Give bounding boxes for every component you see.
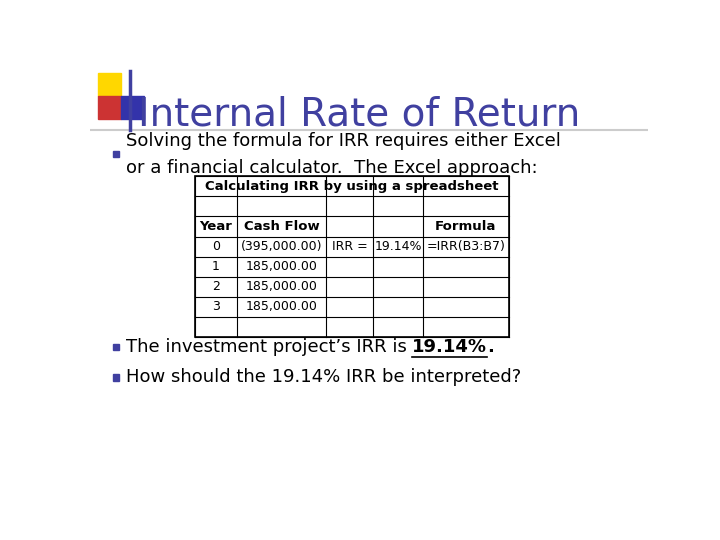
Text: Solving the formula for IRR requires either Excel
or a financial calculator.  Th: Solving the formula for IRR requires eit… [126, 132, 561, 177]
Text: 0: 0 [212, 240, 220, 253]
Bar [98, 72, 121, 96]
Text: (395,000.00): (395,000.00) [241, 240, 323, 253]
Text: 19.14%: 19.14% [413, 338, 487, 356]
Text: Calculating IRR by using a spreadsheet: Calculating IRR by using a spreadsheet [204, 180, 498, 193]
Text: Year: Year [199, 220, 233, 233]
Bar [98, 96, 121, 119]
Text: How should the 19.14% IRR be interpreted?: How should the 19.14% IRR be interpreted… [126, 368, 521, 387]
Text: IRR =: IRR = [332, 240, 367, 253]
Text: 185,000.00: 185,000.00 [246, 260, 318, 273]
Text: 3: 3 [212, 300, 220, 313]
Bar [113, 343, 120, 350]
Text: Cash Flow: Cash Flow [244, 220, 320, 233]
Bar [194, 177, 508, 336]
Text: 185,000.00: 185,000.00 [246, 280, 318, 293]
Bar [113, 374, 120, 381]
Text: 19.14%: 19.14% [374, 240, 422, 253]
Bar [113, 151, 120, 157]
Bar [121, 96, 144, 119]
Text: Internal Rate of Return: Internal Rate of Return [138, 96, 580, 133]
Text: =IRR(B3:B7): =IRR(B3:B7) [426, 240, 505, 253]
Text: The investment project’s IRR is: The investment project’s IRR is [126, 338, 413, 356]
Text: 1: 1 [212, 260, 220, 273]
Text: .: . [487, 338, 494, 356]
Text: 2: 2 [212, 280, 220, 293]
Text: 185,000.00: 185,000.00 [246, 300, 318, 313]
Text: Formula: Formula [435, 220, 497, 233]
